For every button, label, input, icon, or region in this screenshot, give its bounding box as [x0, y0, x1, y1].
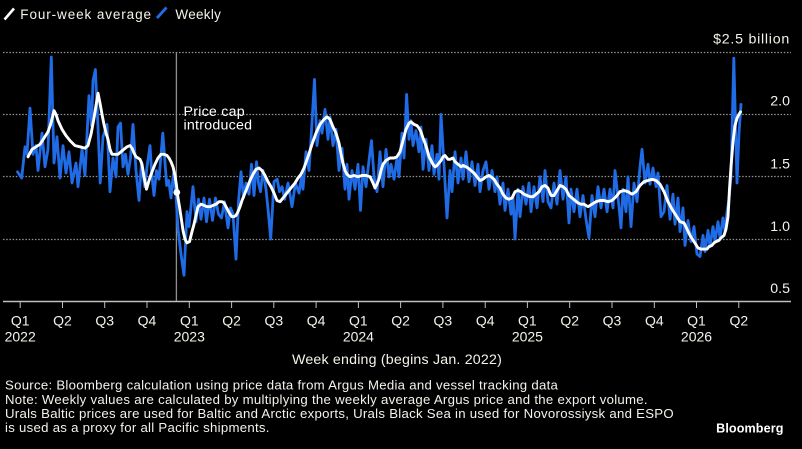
- svg-text:Q4: Q4: [645, 313, 664, 329]
- svg-text:Bloomberg: Bloomberg: [716, 422, 783, 436]
- svg-text:Q2: Q2: [729, 313, 748, 329]
- svg-text:Source: Bloomberg calculation: Source: Bloomberg calculation using pric…: [5, 378, 559, 393]
- svg-text:Q4: Q4: [138, 313, 157, 329]
- svg-text:Q2: Q2: [53, 313, 72, 329]
- svg-text:Week ending (begins Jan. 2022): Week ending (begins Jan. 2022): [292, 352, 502, 368]
- svg-text:2.0: 2.0: [770, 94, 790, 110]
- svg-text:2022: 2022: [5, 329, 36, 345]
- svg-text:0.5: 0.5: [770, 281, 790, 297]
- svg-text:Q4: Q4: [307, 313, 326, 329]
- svg-text:Note: Weekly values are calcul: Note: Weekly values are calculated by mu…: [5, 392, 648, 407]
- svg-text:Q3: Q3: [264, 313, 283, 329]
- svg-text:1.5: 1.5: [770, 157, 790, 173]
- svg-text:Weekly: Weekly: [175, 7, 221, 22]
- svg-text:1.0: 1.0: [770, 219, 790, 235]
- svg-text:Q2: Q2: [222, 313, 241, 329]
- svg-text:Q3: Q3: [434, 313, 453, 329]
- svg-text:2026: 2026: [681, 329, 712, 345]
- svg-text:2024: 2024: [343, 329, 374, 345]
- svg-text:Price cap: Price cap: [184, 104, 245, 120]
- svg-text:$2.5 billion: $2.5 billion: [713, 32, 790, 48]
- svg-text:Q2: Q2: [560, 313, 579, 329]
- svg-text:Q1: Q1: [518, 313, 537, 329]
- svg-text:2025: 2025: [512, 329, 543, 345]
- svg-text:Urals Baltic prices are used f: Urals Baltic prices are used for Baltic …: [5, 406, 674, 421]
- svg-text:Q1: Q1: [687, 313, 706, 329]
- svg-text:Q4: Q4: [476, 313, 495, 329]
- svg-text:is used as a proxy for all Pac: is used as a proxy for all Pacific shipm…: [5, 420, 270, 435]
- svg-text:Q2: Q2: [391, 313, 410, 329]
- svg-text:introduced: introduced: [184, 118, 253, 134]
- svg-text:Four-week average: Four-week average: [20, 7, 152, 22]
- svg-text:Q1: Q1: [349, 313, 368, 329]
- svg-text:Q3: Q3: [603, 313, 622, 329]
- svg-text:2023: 2023: [174, 329, 205, 345]
- svg-text:Q1: Q1: [11, 313, 30, 329]
- svg-text:Q1: Q1: [180, 313, 199, 329]
- svg-text:Q3: Q3: [95, 313, 114, 329]
